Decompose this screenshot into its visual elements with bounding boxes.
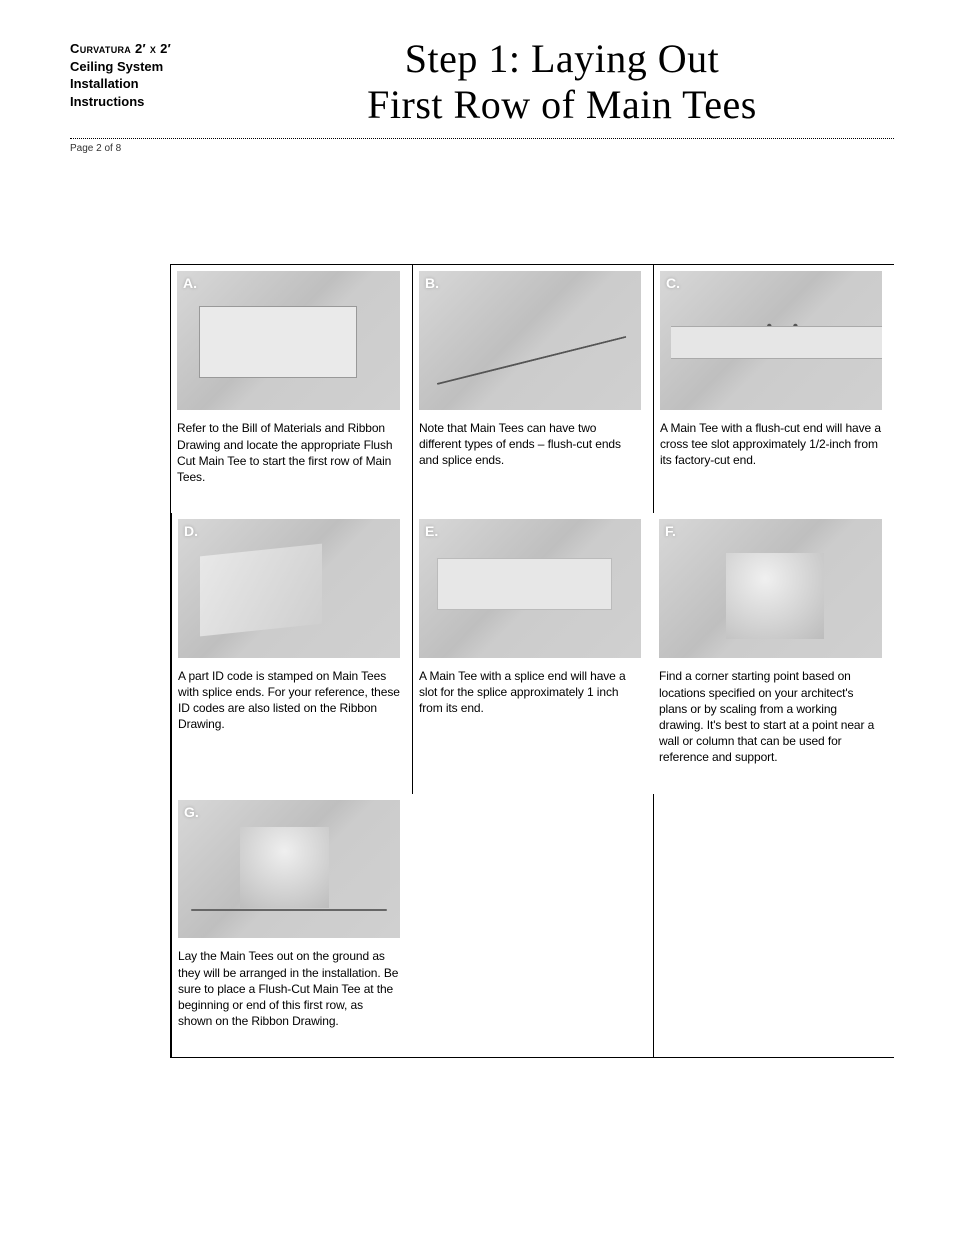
- cell-empty-2: [653, 794, 894, 1058]
- product-line-4: Instructions: [70, 93, 230, 111]
- caption-e: A Main Tee with a splice end will have a…: [419, 668, 641, 717]
- cell-g: G. Lay the Main Tees out on the ground a…: [171, 794, 412, 1058]
- photo-label-f: F.: [665, 523, 676, 539]
- content-frame: A. Refer to the Bill of Materials and Ri…: [170, 264, 894, 1058]
- photo-label-b: B.: [425, 275, 439, 291]
- product-line-1: Curvatura 2′ x 2′: [70, 40, 230, 58]
- cell-a: A. Refer to the Bill of Materials and Ri…: [171, 265, 412, 513]
- page-number: Page 2 of 8: [70, 143, 894, 154]
- photo-g: G.: [178, 800, 400, 939]
- cell-empty-1: [412, 794, 653, 1058]
- photo-label-c: C.: [666, 275, 680, 291]
- document-title-block: Curvatura 2′ x 2′ Ceiling System Install…: [70, 40, 230, 110]
- photo-b: B.: [419, 271, 641, 410]
- header-rule: [70, 138, 894, 139]
- caption-d: A part ID code is stamped on Main Tees w…: [178, 668, 400, 733]
- photo-label-e: E.: [425, 523, 438, 539]
- cell-f: F. Find a corner starting point based on…: [653, 513, 894, 793]
- photo-c: C.: [660, 271, 882, 410]
- product-line-3: Installation: [70, 75, 230, 93]
- photo-label-d: D.: [184, 523, 198, 539]
- cell-d: D. A part ID code is stamped on Main Tee…: [171, 513, 412, 793]
- photo-f: F.: [659, 519, 882, 658]
- step-title-line-1: Step 1: Laying Out: [405, 36, 720, 81]
- product-line-2: Ceiling System: [70, 58, 230, 76]
- photo-e: E.: [419, 519, 641, 658]
- instruction-grid: A. Refer to the Bill of Materials and Ri…: [171, 265, 894, 1057]
- cell-b: B. Note that Main Tees can have two diff…: [412, 265, 653, 513]
- caption-c: A Main Tee with a flush-cut end will hav…: [660, 420, 882, 469]
- step-title-line-2: First Row of Main Tees: [367, 82, 757, 127]
- caption-g: Lay the Main Tees out on the ground as t…: [178, 948, 400, 1029]
- caption-f: Find a corner starting point based on lo…: [659, 668, 882, 765]
- caption-b: Note that Main Tees can have two differe…: [419, 420, 641, 469]
- photo-label-a: A.: [183, 275, 197, 291]
- photo-d: D.: [178, 519, 400, 658]
- photo-a: A.: [177, 271, 400, 410]
- page-header: Curvatura 2′ x 2′ Ceiling System Install…: [70, 40, 894, 128]
- step-title: Step 1: Laying Out First Row of Main Tee…: [230, 36, 894, 128]
- cell-e: E. A Main Tee with a splice end will hav…: [412, 513, 653, 793]
- photo-label-g: G.: [184, 804, 199, 820]
- caption-a: Refer to the Bill of Materials and Ribbo…: [177, 420, 400, 485]
- cell-c: C. A Main Tee with a flush-cut end will …: [653, 265, 894, 513]
